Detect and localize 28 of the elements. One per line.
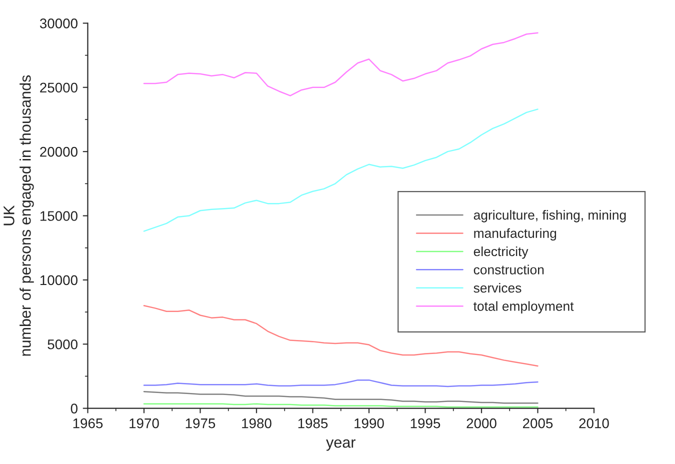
line-series bbox=[143, 32, 538, 96]
y-tick-label: 20000 bbox=[40, 146, 78, 157]
legend-label: total employment bbox=[474, 301, 574, 314]
x-tick-label: 1975 bbox=[186, 418, 216, 428]
x-tick-label: 1995 bbox=[410, 418, 440, 428]
y-tick-label: 0 bbox=[70, 404, 78, 414]
x-tick-label: 1965 bbox=[73, 418, 103, 428]
y-axis-title: UK number of persons engaged in thousands bbox=[4, 75, 34, 356]
y-tick-label: 15000 bbox=[40, 211, 78, 221]
legend-label: manufacturing bbox=[474, 228, 556, 241]
legend-label: construction bbox=[474, 264, 544, 274]
y-tick-label: 5000 bbox=[48, 339, 78, 350]
legend-label: services bbox=[474, 282, 522, 293]
x-tick-label: 1980 bbox=[242, 418, 272, 428]
legend-label: agriculture, fishing, mining bbox=[474, 210, 626, 222]
x-tick-label: 2010 bbox=[579, 418, 609, 428]
x-tick-label: 1970 bbox=[130, 418, 159, 428]
y-tick-label: 30000 bbox=[40, 18, 78, 28]
legend-label: electricity bbox=[474, 246, 528, 259]
x-tick-label: 2005 bbox=[523, 418, 553, 428]
line-series bbox=[143, 391, 538, 404]
line-series bbox=[143, 379, 538, 388]
y-tick-label: 10000 bbox=[40, 275, 78, 286]
x-axis-title: year bbox=[326, 439, 356, 451]
x-tick-label: 1990 bbox=[354, 418, 384, 428]
y-tick-label: 25000 bbox=[40, 82, 78, 93]
x-tick-label: 2000 bbox=[466, 418, 496, 428]
x-tick-label: 1985 bbox=[298, 418, 328, 428]
